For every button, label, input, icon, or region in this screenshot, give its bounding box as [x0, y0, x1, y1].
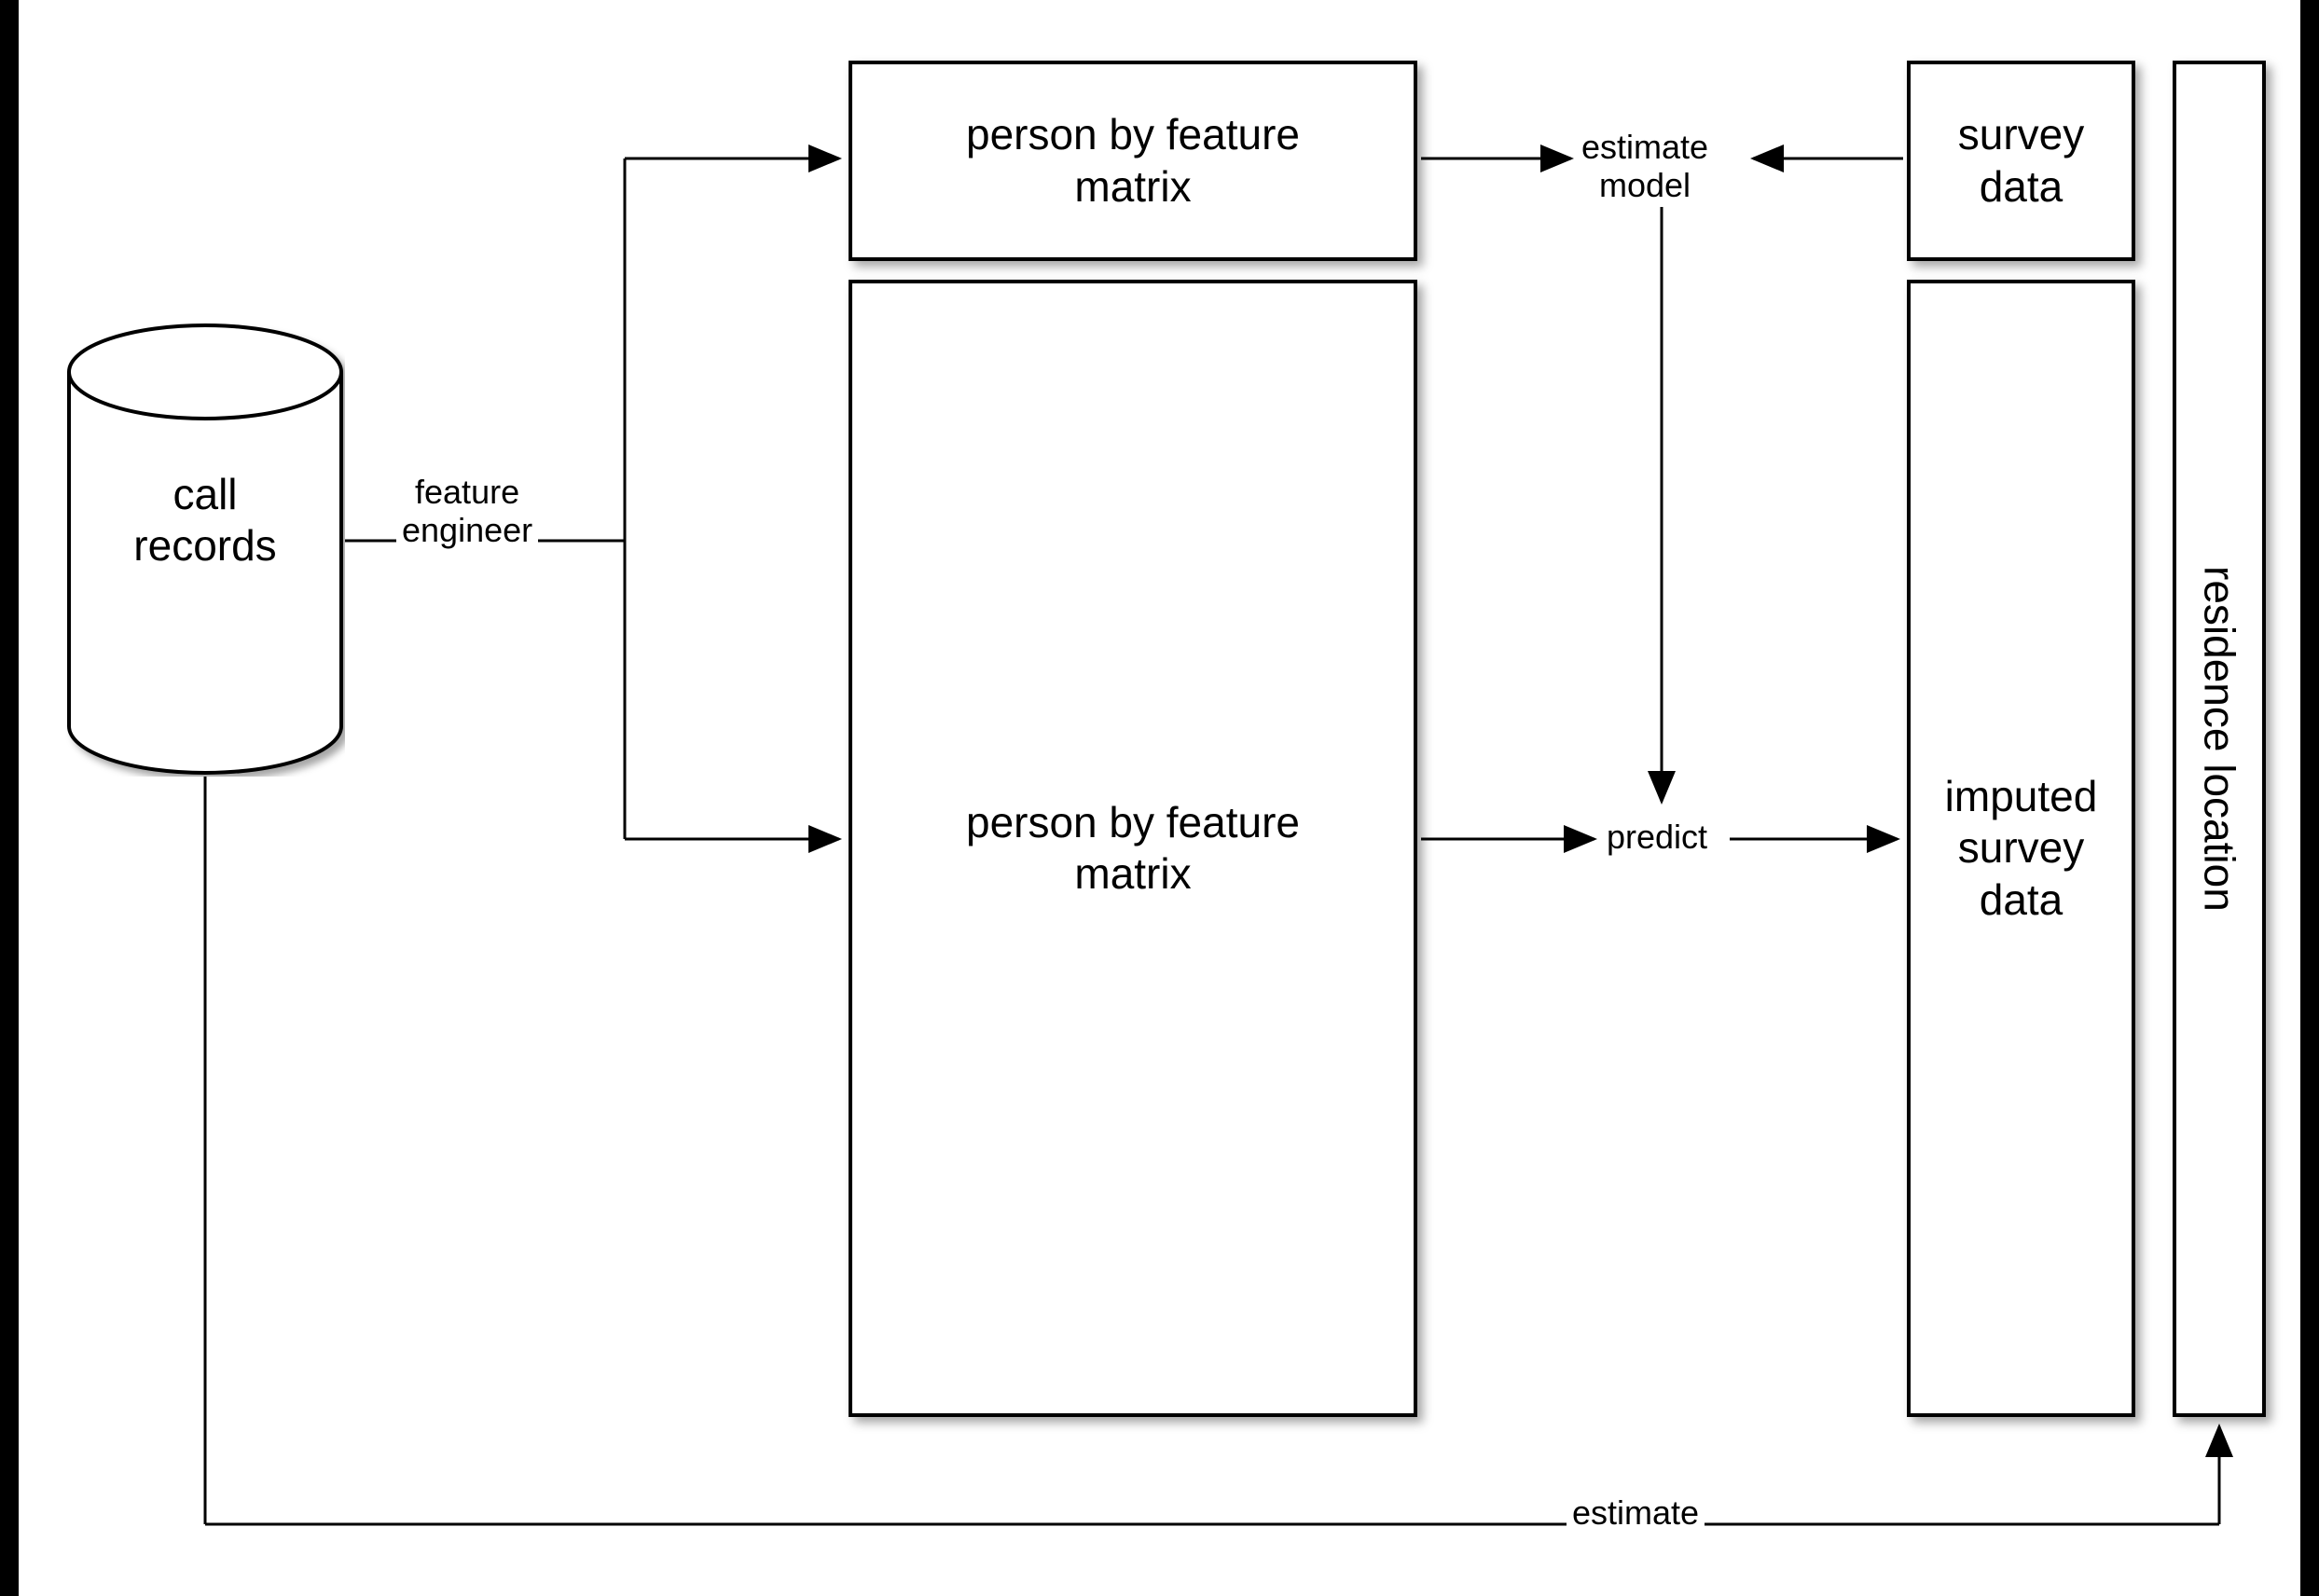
node-call-records: callrecords: [65, 322, 345, 777]
pfm-bottom-text: person by featurematrix: [966, 798, 1300, 898]
feature-engineer-text: featureengineer: [402, 473, 532, 549]
label-estimate-model: estimatemodel: [1576, 126, 1714, 207]
node-pfm-bottom: person by featurematrix: [849, 280, 1417, 1417]
node-pfm-top: person by featurematrix: [849, 61, 1417, 261]
predict-text: predict: [1607, 818, 1707, 856]
node-imputed-survey: imputedsurveydata: [1907, 280, 2135, 1417]
imputed-survey-text: imputedsurveydata: [1945, 772, 2098, 923]
label-estimate: estimate: [1567, 1492, 1705, 1534]
estimate-text: estimate: [1572, 1493, 1699, 1532]
node-residence-location: residence location: [2173, 61, 2266, 1417]
node-survey-data: surveydata: [1907, 61, 2135, 261]
diagram-canvas: callrecords person by featurematrix pers…: [0, 0, 2319, 1596]
residence-label: residence location: [2182, 558, 2256, 919]
call-records-label: callrecords: [65, 461, 345, 579]
call-records-text: callrecords: [133, 470, 276, 570]
survey-data-text: surveydata: [1958, 110, 2084, 210]
estimate-model-text: estimatemodel: [1581, 128, 1708, 204]
label-feature-engineer: featureengineer: [396, 471, 538, 552]
residence-text: residence location: [2196, 566, 2244, 912]
pfm-bottom-label: person by featurematrix: [955, 790, 1311, 907]
pfm-top-text: person by featurematrix: [966, 110, 1300, 210]
imputed-survey-label: imputedsurveydata: [1934, 764, 2109, 933]
label-predict: predict: [1601, 816, 1713, 858]
pfm-top-label: person by featurematrix: [955, 102, 1311, 219]
survey-data-label: surveydata: [1947, 102, 2095, 219]
